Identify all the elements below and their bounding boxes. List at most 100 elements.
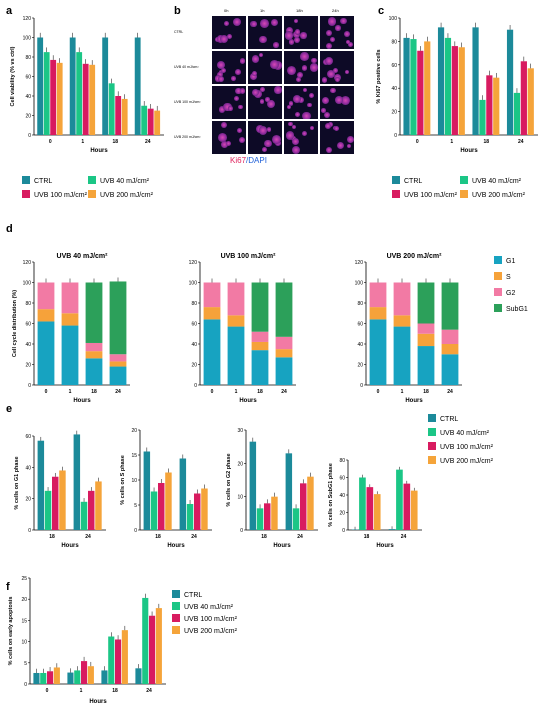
stack-segment: [417, 333, 435, 347]
legend-d-label: S: [506, 274, 511, 281]
y-tick-label: 40: [25, 94, 31, 100]
bar: [37, 37, 44, 135]
x-tick-label: 18: [261, 534, 267, 540]
y-tick-label: 20: [25, 363, 31, 369]
x-tick-label: 18: [155, 534, 161, 540]
bar: [300, 483, 307, 530]
ki67-label: Ki67: [230, 156, 247, 165]
y-axis-label: % cells on early apoptosis: [8, 597, 14, 666]
bar: [493, 77, 500, 135]
x-axis-label: Hours: [239, 398, 257, 404]
bar: [82, 63, 89, 136]
y-tick-label: 10: [21, 640, 27, 646]
bar: [52, 476, 59, 530]
bar: [149, 615, 156, 684]
y-tick-label: 100: [355, 281, 364, 287]
legend-f-swatch: [172, 602, 180, 610]
micrograph-time-label: 18h: [296, 8, 303, 13]
stack-segment: [85, 282, 103, 343]
y-tick-label: 80: [25, 301, 31, 307]
y-tick-label: 20: [237, 461, 243, 467]
x-tick-label: 18: [364, 534, 370, 540]
y-tick-label: 20: [339, 511, 345, 517]
stack-segment: [393, 282, 411, 316]
legend-e-label: UVB 100 mJ/cm²: [440, 444, 494, 451]
legend-d-label: G1: [506, 258, 515, 265]
x-axis-label: Hours: [405, 398, 423, 404]
legend-d-label: SubG1: [506, 306, 528, 313]
micrograph-time-label: 24h: [332, 8, 339, 13]
x-tick-label: 18: [49, 534, 55, 540]
y-tick-label: 60: [191, 322, 197, 328]
legend-e-label: UVB 200 mJ/cm²: [440, 458, 494, 465]
y-tick-label: 100: [189, 281, 198, 287]
bar: [141, 105, 148, 135]
x-tick-label: 24: [85, 534, 91, 540]
bar: [89, 64, 96, 135]
bar: [292, 508, 300, 530]
y-tick-label: 5: [134, 503, 137, 509]
bar: [44, 490, 52, 530]
bar: [194, 493, 201, 530]
micrograph-image: [248, 121, 282, 154]
y-tick-label: 0: [28, 528, 31, 534]
stack-segment: [227, 326, 245, 385]
x-tick-label: 24: [146, 688, 152, 694]
bar: [359, 477, 366, 530]
subchart-title: UVB 200 mJ/cm²: [387, 253, 443, 260]
y-axis-label: % cells on S phase: [120, 455, 126, 505]
x-axis-label: Hours: [460, 148, 478, 154]
bar: [76, 52, 83, 135]
legend-c-swatch: [460, 176, 468, 184]
x-tick-label: 24: [281, 389, 287, 395]
y-tick-label: 0: [240, 528, 243, 534]
y-tick-label: 60: [357, 322, 363, 328]
subchart-title: UVB 40 mJ/cm²: [57, 253, 109, 260]
y-tick-label: 0: [360, 383, 363, 389]
stack-segment: [369, 319, 387, 385]
micrograph-image: [320, 86, 354, 119]
micrograph-grid: 0h 1h 18h 24h CTRL UVB 40 mJ/cm² UVB 100 mJ/cm…: [174, 8, 354, 154]
micrograph-image: [284, 86, 318, 119]
y-tick-label: 40: [25, 342, 31, 348]
bar: [95, 481, 102, 530]
x-tick-label: 1: [81, 139, 84, 145]
dapi-label: /DAPI: [246, 156, 267, 165]
legend-e-swatch: [428, 414, 436, 422]
x-tick-label: 1: [401, 389, 404, 395]
legend-e-swatch: [428, 456, 436, 464]
micrograph-time-label: 1h: [260, 8, 265, 13]
legend-c-swatch: [392, 190, 400, 198]
bar: [506, 29, 514, 136]
y-tick-label: 0: [394, 133, 397, 139]
bar: [201, 488, 208, 530]
y-tick-label: 5: [24, 661, 27, 667]
stack-segment: [227, 315, 245, 327]
bar: [80, 501, 88, 530]
y-tick-label: 40: [391, 86, 397, 92]
stack-segment: [441, 329, 459, 344]
stack-segment: [203, 282, 221, 308]
bar: [115, 639, 122, 684]
micrograph-row-label: CTRL: [174, 30, 184, 34]
stack-segment: [251, 282, 269, 332]
y-tick-label: 60: [339, 476, 345, 482]
micrograph-row-label: UVB 40 mJ/cm²: [174, 65, 199, 69]
bar: [135, 668, 142, 684]
bar: [486, 75, 493, 135]
bar: [410, 490, 418, 530]
stack-segment: [109, 281, 127, 355]
y-axis-label: % cells on G1 phase: [14, 456, 20, 509]
x-tick-label: 24: [401, 534, 407, 540]
panel-label-e: e: [6, 403, 12, 415]
legend-d-swatch: [494, 272, 502, 280]
y-tick-label: 40: [25, 465, 31, 471]
bar: [249, 441, 257, 530]
bar: [69, 37, 76, 135]
bar: [444, 37, 452, 135]
x-tick-label: 1: [235, 389, 238, 395]
legend-a-swatch: [88, 176, 96, 184]
bar: [410, 39, 417, 136]
bar: [186, 504, 194, 530]
x-tick-label: 24: [115, 389, 121, 395]
